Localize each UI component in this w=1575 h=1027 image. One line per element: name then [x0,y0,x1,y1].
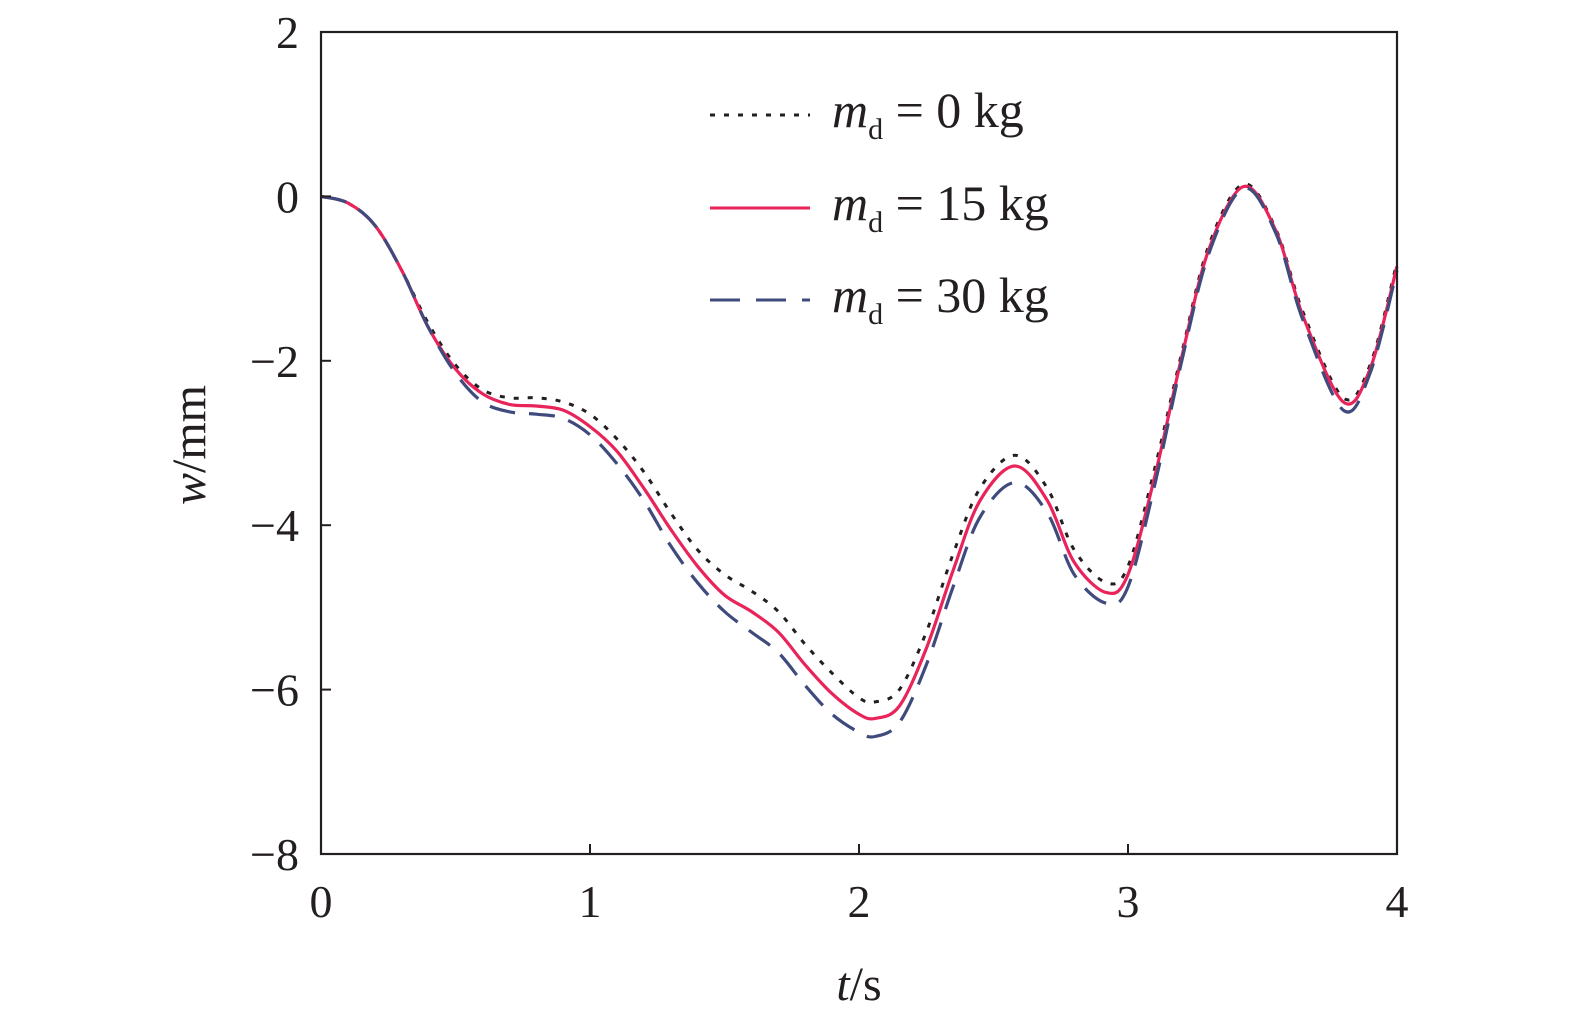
tick-label-layer: 0 1 2 3 4 2 0 −2 −4 −6 −8 [250,7,1408,927]
y-tick-label: −2 [250,336,299,387]
legend-label-2: md = 30 kg [832,267,1049,331]
legend-entry-2: md = 30 kg [710,267,1049,331]
x-tick-label: 3 [1117,876,1140,927]
y-tick-label: −8 [250,829,299,880]
y-axis-variable: w [163,473,216,505]
x-tick-label: 0 [310,876,333,927]
legend-entry-0: md = 0 kg [710,82,1024,146]
series-layer [320,182,1399,739]
legend-label-0: md = 0 kg [832,82,1024,146]
series-line-0 [320,182,1399,705]
y-axis-unit: /mm [163,385,216,473]
tick-layer [320,31,1398,855]
x-axis-title: t/s [836,958,881,1011]
x-axis-variable: t [836,958,851,1011]
legend: md = 0 kg md = 15 kg md = 30 kg [710,82,1049,331]
y-tick-label: 0 [276,171,299,222]
y-tick-label: −6 [250,665,299,716]
legend-label-1: md = 15 kg [832,175,1049,239]
y-tick-label: 2 [276,7,299,58]
x-tick-label: 4 [1386,876,1409,927]
y-axis-title: w/mm [163,385,216,505]
x-tick-label: 2 [848,876,871,927]
y-tick-label: −4 [250,500,299,551]
legend-entry-1: md = 15 kg [710,175,1049,239]
series-line-2 [320,186,1399,739]
x-tick-label: 1 [579,876,602,927]
plot-area-frame [319,30,1399,856]
x-axis-unit: /s [850,958,882,1011]
